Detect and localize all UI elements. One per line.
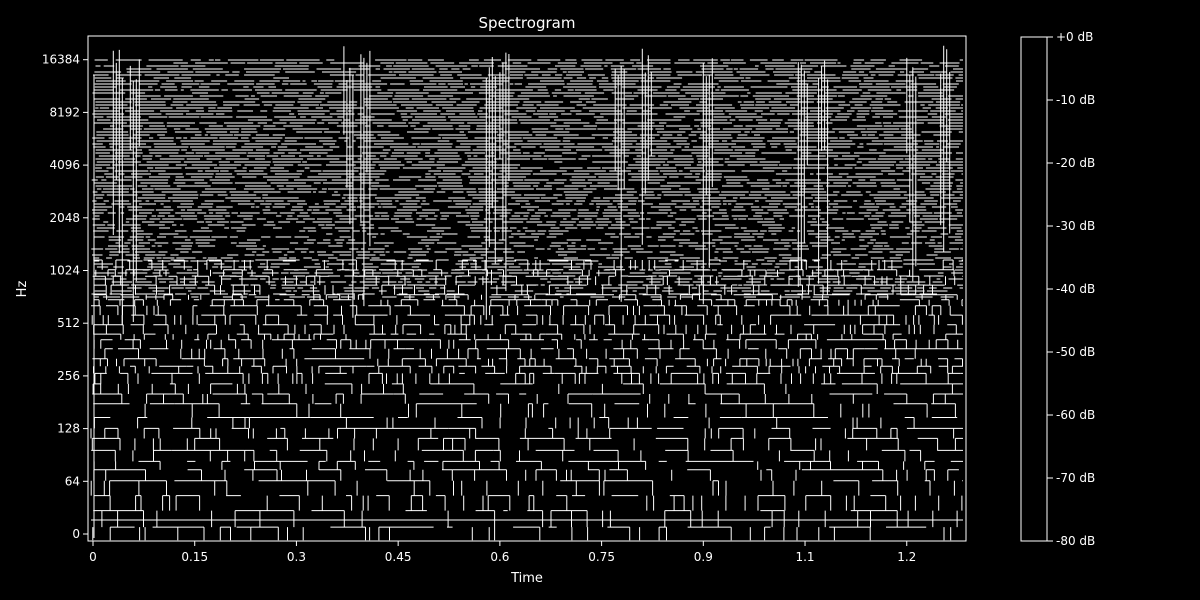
colorbar-tick-label: -10 dB <box>1056 93 1095 107</box>
y-tick-label: 4096 <box>49 158 80 172</box>
x-tick-label: 0.6 <box>490 550 509 564</box>
y-tick-label: 256 <box>57 369 80 383</box>
x-tick-label: 0 <box>89 550 97 564</box>
y-tick-label: 64 <box>65 474 80 488</box>
colorbar-tick-label: -80 dB <box>1056 534 1095 548</box>
chart-title: Spectrogram <box>479 14 576 32</box>
x-tick-label: 1.1 <box>795 550 814 564</box>
colorbar-tick-label: -20 dB <box>1056 156 1095 170</box>
x-tick-label: 1.2 <box>897 550 916 564</box>
x-tick-label: 0.9 <box>694 550 713 564</box>
y-tick-label: 2048 <box>49 211 80 225</box>
colorbar-tick-label: -70 dB <box>1056 471 1095 485</box>
y-tick-label: 8192 <box>49 105 80 119</box>
y-tick-label: 1024 <box>49 264 80 278</box>
y-tick-label: 128 <box>57 422 80 436</box>
y-tick-label: 0 <box>72 527 80 541</box>
colorbar-tick-label: -60 dB <box>1056 408 1095 422</box>
colorbar <box>1021 37 1047 541</box>
y-tick-label: 512 <box>57 316 80 330</box>
x-tick-label: 0.3 <box>287 550 306 564</box>
y-tick-label: 16384 <box>42 53 80 67</box>
x-tick-label: 0.15 <box>181 550 208 564</box>
colorbar-tick-label: -50 dB <box>1056 345 1095 359</box>
y-axis-label: Hz <box>15 281 30 298</box>
colorbar-tick-label: -30 dB <box>1056 219 1095 233</box>
x-axis-label: Time <box>510 571 543 586</box>
x-tick-label: 0.45 <box>385 550 412 564</box>
colorbar-tick-label: +0 dB <box>1056 30 1093 44</box>
x-tick-label: 0.75 <box>588 550 615 564</box>
colorbar-tick-label: -40 dB <box>1056 282 1095 296</box>
